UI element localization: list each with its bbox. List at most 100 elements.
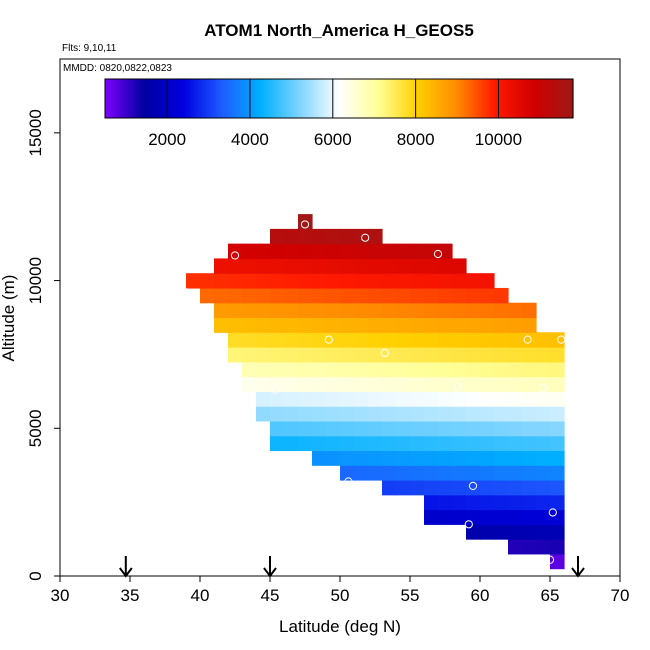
heatmap-cell	[536, 361, 551, 378]
colorbar-swatch	[141, 79, 145, 118]
colorbar-swatch	[495, 79, 499, 118]
colorbar-swatch	[528, 79, 532, 118]
heatmap-cell	[340, 243, 355, 260]
heatmap-cell	[466, 287, 481, 304]
heatmap-cell	[480, 406, 495, 422]
colorbar-swatch	[435, 79, 439, 118]
heatmap-cell	[354, 465, 369, 481]
colorbar-swatch	[536, 79, 540, 118]
chart-title: ATOM1 North_America H_GEOS5	[204, 21, 474, 40]
heatmap-cell	[284, 287, 299, 304]
heatmap-cell	[494, 494, 509, 511]
y-tick-label: 0	[26, 571, 45, 580]
flight-arrow	[263, 556, 277, 578]
heatmap-cell	[214, 317, 229, 333]
heatmap-cell	[480, 273, 495, 289]
heatmap-cell	[480, 435, 495, 452]
colorbar-swatch	[323, 79, 327, 118]
heatmap-cell	[340, 420, 355, 437]
colorbar-swatch	[219, 79, 223, 118]
heatmap-cell	[354, 450, 369, 466]
heatmap-cell	[536, 391, 551, 407]
heatmap-cell	[438, 509, 453, 525]
colorbar-tick-label: 2000	[148, 130, 186, 149]
heatmap-cell	[424, 420, 439, 437]
heatmap-cell	[284, 228, 299, 245]
heatmap-cell	[312, 450, 327, 466]
heatmap-cell	[256, 347, 271, 363]
colorbar-swatch	[120, 79, 124, 118]
heatmap-cell	[410, 361, 425, 378]
heatmap-cell	[410, 347, 425, 363]
heatmap-cell	[494, 287, 509, 304]
heatmap-cell	[298, 302, 313, 319]
heatmap-cell	[522, 465, 537, 481]
heatmap-cell	[466, 332, 481, 348]
colorbar-swatch	[328, 79, 332, 118]
colorbar-swatch	[193, 79, 197, 118]
heatmap-cell	[270, 273, 285, 289]
heatmap-cell	[242, 361, 257, 378]
heatmap-cell	[466, 420, 481, 437]
colorbar-swatch	[333, 79, 337, 118]
heatmap-cell	[270, 228, 285, 245]
heatmap-cell	[466, 361, 481, 378]
heatmap-cell	[382, 332, 397, 348]
heatmap-cell	[424, 317, 439, 333]
heatmap-cell	[424, 347, 439, 363]
heatmap-cell	[536, 465, 551, 481]
heatmap-cell	[508, 509, 523, 525]
x-tick-label: 30	[51, 586, 70, 605]
heatmap-cell	[522, 391, 537, 407]
colorbar-tick-label: 4000	[231, 130, 269, 149]
heatmap-cell	[438, 494, 453, 511]
colorbar-swatch	[443, 79, 447, 118]
heatmap-cell	[494, 317, 509, 333]
colorbar-swatch	[214, 79, 218, 118]
heatmap-cell	[396, 273, 411, 289]
colorbar-swatch	[183, 79, 187, 118]
heatmap-cell	[270, 406, 285, 422]
heatmap-cell	[508, 332, 523, 348]
heatmap-cell	[410, 302, 425, 319]
colorbar: 2000 4000 6000 8000 10000	[104, 78, 574, 149]
heatmap-cell	[298, 435, 313, 452]
heatmap-cell	[256, 302, 271, 319]
colorbar-swatch	[552, 79, 556, 118]
colorbar-swatch	[320, 79, 324, 118]
heatmap-cell	[368, 302, 383, 319]
sample-point	[230, 251, 240, 260]
flight-arrow	[571, 556, 585, 578]
colorbar-swatch	[235, 79, 239, 118]
heatmap-cell	[438, 435, 453, 452]
heatmap-cell	[326, 287, 341, 304]
colorbar-swatch	[315, 79, 319, 118]
colorbar-swatch	[437, 79, 441, 118]
heatmap-cell	[326, 406, 341, 422]
heatmap-cell	[354, 347, 369, 363]
heatmap-cell	[354, 332, 369, 348]
heatmap-cell	[354, 317, 369, 333]
heatmap-cell	[312, 376, 327, 392]
colorbar-swatch	[404, 79, 408, 118]
heatmap-cell	[522, 376, 537, 392]
colorbar-swatch	[370, 79, 374, 118]
heatmap-cell	[368, 332, 383, 348]
colorbar-swatch	[279, 79, 283, 118]
heatmap-cell	[326, 332, 341, 348]
heatmap-cell	[396, 406, 411, 422]
heatmap-cell	[368, 361, 383, 378]
heatmap-cell	[312, 287, 327, 304]
heatmap-cell	[410, 332, 425, 348]
heatmap-cell	[340, 435, 355, 452]
heatmap-cell	[424, 376, 439, 392]
heatmap-cell	[270, 361, 285, 378]
x-tick-label: 70	[611, 586, 630, 605]
x-tick-label: 65	[541, 586, 560, 605]
colorbar-swatch	[138, 79, 142, 118]
heatmap-cell	[424, 302, 439, 319]
heatmap-cell	[354, 243, 369, 260]
sample-point	[538, 384, 548, 393]
heatmap-cell	[242, 287, 257, 304]
